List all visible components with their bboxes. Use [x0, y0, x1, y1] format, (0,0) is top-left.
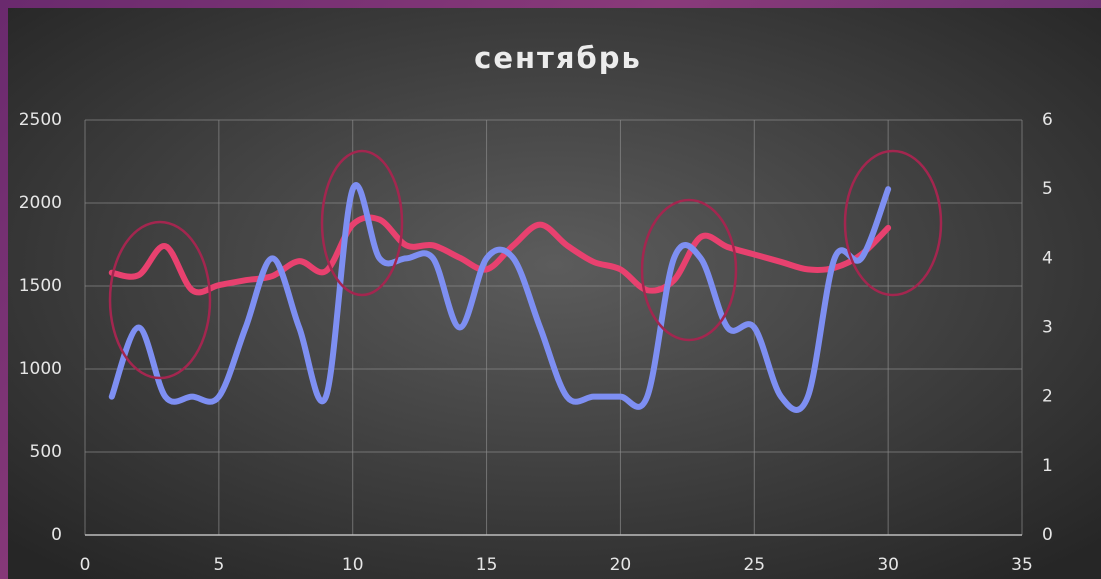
highlight-circle: [108, 220, 212, 380]
y2-tick-label: 2: [1042, 387, 1053, 407]
highlight-circle: [320, 149, 404, 297]
x-tick-label: 10: [342, 555, 364, 575]
y-tick-label: 1000: [19, 359, 62, 379]
y2-tick-label: 6: [1042, 110, 1053, 130]
y-tick-label: 2500: [19, 110, 62, 130]
lines: [108, 182, 892, 413]
y2-tick-label: 0: [1042, 525, 1053, 545]
x-tick-label: 35: [1011, 555, 1033, 575]
y2-tick-label: 5: [1042, 179, 1053, 199]
x-tick-label: 25: [743, 555, 765, 575]
x-tick-label: 0: [80, 555, 91, 575]
y-tick-label: 500: [30, 442, 62, 462]
grid: 0 500 1000 1500 2000 2500 0 1 2 3 4 5 6 0 5 10 15 20 25 30 3…: [19, 110, 1053, 575]
x-tick-label: 30: [877, 555, 899, 575]
x-tick-label: 5: [213, 555, 224, 575]
x-tick-label: 15: [476, 555, 498, 575]
y-tick-label: 0: [51, 525, 62, 545]
y-tick-label: 2000: [19, 193, 62, 213]
chart-title: сентябрь: [474, 41, 642, 75]
y-tick-label: 1500: [19, 276, 62, 296]
highlight-circle: [640, 198, 738, 342]
series-line: [108, 182, 892, 413]
annotations: [108, 149, 943, 380]
x-tick-label: 20: [610, 555, 632, 575]
y2-tick-label: 3: [1042, 318, 1053, 338]
chart-background: [8, 8, 1101, 579]
y2-tick-label: 4: [1042, 248, 1053, 268]
highlight-circle: [843, 149, 943, 297]
y2-tick-label: 1: [1042, 456, 1053, 476]
series-line: [108, 214, 892, 296]
